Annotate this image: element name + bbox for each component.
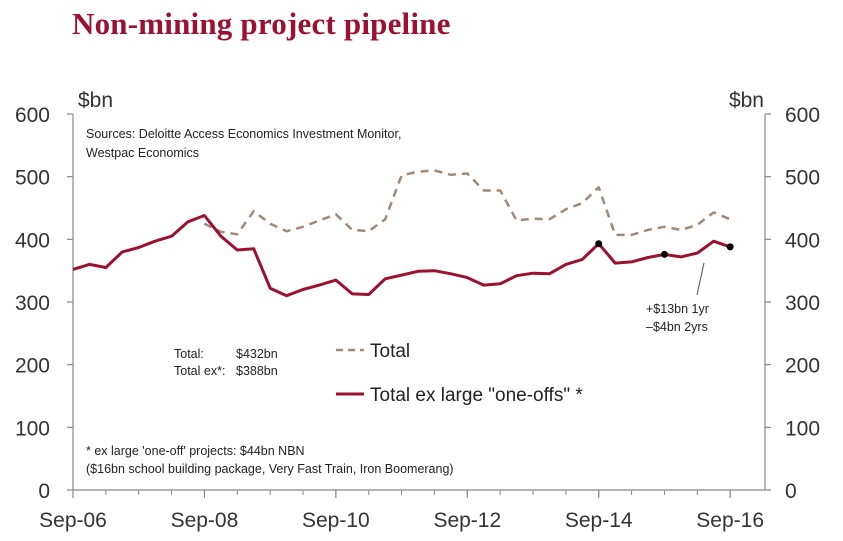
- change-annotation: +$13bn 1yr –$4bn 2yrs: [646, 262, 709, 334]
- y-tick-label-right: 300: [785, 292, 820, 315]
- totals-note: Total: $432bn Total ex*: $388bn: [174, 347, 278, 378]
- y-tick-label-right: 400: [785, 229, 820, 252]
- sources-note: Sources: Deloitte Access Economics Inves…: [86, 127, 401, 160]
- footnote-line-2: ($16bn school building package, Very Fas…: [86, 462, 454, 476]
- x-axis: Sep-06 Sep-08 Sep-10 Sep-12 Sep-14 Sep-16: [39, 490, 764, 532]
- chart-title: Non-mining project pipeline: [72, 6, 451, 41]
- x-tick-label: Sep-14: [565, 509, 633, 532]
- y-tick-label-left: 300: [15, 292, 50, 315]
- y-tick-label-left: 0: [38, 480, 50, 503]
- totals-value-2: $388bn: [236, 364, 278, 378]
- totals-label-2: Total ex*:: [174, 364, 225, 378]
- y-axis-right: 0 100 200 300 400 500 600: [765, 104, 820, 503]
- data-point-marker: [726, 243, 734, 251]
- y-unit-right: $bn: [729, 89, 764, 112]
- series-layer: [72, 169, 731, 298]
- data-point-marker: [660, 250, 668, 258]
- y-tick-label-right: 100: [785, 417, 820, 440]
- y-tick-label-left: 200: [15, 355, 50, 378]
- y-tick-label-left: 600: [15, 104, 50, 127]
- series-line-total: [203, 169, 731, 237]
- totals-value-1: $432bn: [236, 347, 278, 361]
- x-tick-label: Sep-12: [433, 509, 501, 532]
- legend-label-total: Total: [370, 341, 410, 362]
- series-line-ex-oneoffs: [72, 214, 731, 298]
- data-point-marker: [595, 240, 603, 248]
- y-tick-label-left: 100: [15, 417, 50, 440]
- y-tick-label-right: 600: [785, 104, 820, 127]
- x-tick-label: Sep-08: [171, 509, 239, 532]
- y-tick-label-right: 500: [785, 167, 820, 190]
- footnote: * ex large 'one-off' projects: $44bn NBN…: [86, 444, 454, 476]
- y-axis-left: 0 100 200 300 400 500 600: [15, 104, 73, 503]
- sources-line-1: Sources: Deloitte Access Economics Inves…: [86, 127, 401, 141]
- change-leader-line: [696, 262, 705, 296]
- sources-line-2: Westpac Economics: [86, 146, 199, 160]
- legend-label-ex-oneoffs: Total ex large "one-offs" *: [370, 385, 583, 406]
- marker-layer: [595, 240, 734, 258]
- y-unit-left: $bn: [78, 89, 113, 112]
- change-line-1: +$13bn 1yr: [646, 302, 709, 316]
- change-line-2: –$4bn 2yrs: [646, 320, 708, 334]
- y-tick-label-right: 0: [785, 480, 797, 503]
- x-tick-label: Sep-06: [39, 509, 107, 532]
- legend: Total Total ex large "one-offs" *: [336, 341, 583, 406]
- x-tick-label: Sep-16: [696, 509, 764, 532]
- x-tick-label: Sep-10: [302, 509, 370, 532]
- y-tick-label-right: 200: [785, 355, 820, 378]
- y-tick-label-left: 400: [15, 229, 50, 252]
- totals-label-1: Total:: [174, 347, 204, 361]
- footnote-line-1: * ex large 'one-off' projects: $44bn NBN: [86, 444, 305, 458]
- y-tick-label-left: 500: [15, 167, 50, 190]
